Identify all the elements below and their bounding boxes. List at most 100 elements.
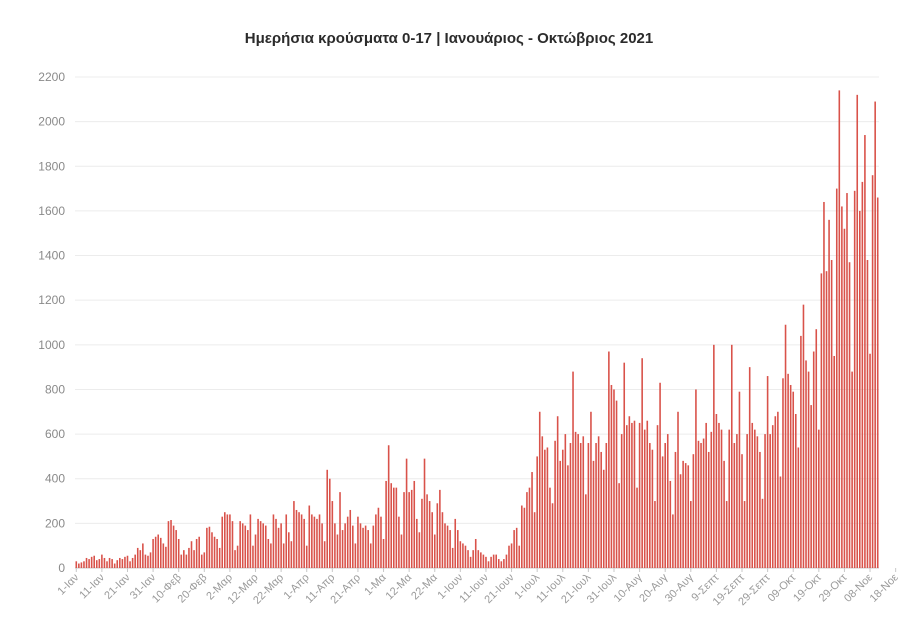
bar bbox=[252, 545, 254, 568]
bar bbox=[692, 454, 695, 568]
bar bbox=[144, 554, 147, 568]
bar bbox=[597, 436, 600, 568]
bar bbox=[270, 543, 272, 568]
bar bbox=[433, 534, 436, 568]
bar bbox=[126, 555, 129, 568]
bar bbox=[362, 527, 364, 568]
bar bbox=[459, 541, 462, 568]
bar bbox=[474, 538, 477, 568]
bar bbox=[592, 460, 595, 568]
bar bbox=[590, 411, 592, 568]
bar bbox=[526, 492, 528, 568]
bar bbox=[213, 536, 216, 568]
bar bbox=[457, 530, 459, 568]
bar bbox=[518, 545, 521, 568]
bar bbox=[718, 422, 720, 568]
bar bbox=[490, 556, 492, 568]
bar bbox=[823, 201, 825, 569]
bar bbox=[684, 463, 687, 568]
y-tick-label: 1200 bbox=[38, 293, 65, 307]
bar bbox=[226, 514, 229, 568]
bar bbox=[152, 538, 154, 568]
bar bbox=[825, 271, 828, 568]
bar bbox=[103, 557, 106, 568]
bar bbox=[777, 411, 779, 568]
bar bbox=[75, 561, 78, 568]
bar bbox=[764, 434, 766, 568]
bar bbox=[208, 526, 211, 568]
bar bbox=[288, 532, 290, 568]
bar bbox=[282, 543, 285, 568]
bar bbox=[106, 561, 108, 568]
bar bbox=[559, 460, 562, 568]
bar bbox=[101, 554, 103, 568]
bar bbox=[613, 389, 615, 568]
bar bbox=[567, 465, 569, 568]
bar bbox=[710, 431, 713, 568]
bar bbox=[754, 429, 756, 568]
bar bbox=[423, 458, 426, 568]
bar bbox=[149, 552, 152, 568]
bar bbox=[218, 547, 221, 568]
bar bbox=[500, 561, 503, 568]
bar bbox=[610, 384, 613, 568]
bar bbox=[503, 559, 505, 568]
bar bbox=[789, 384, 792, 568]
bar bbox=[267, 538, 270, 568]
bar bbox=[492, 554, 495, 568]
bar bbox=[134, 554, 136, 568]
bar bbox=[172, 525, 175, 568]
bar bbox=[331, 501, 334, 568]
bar bbox=[111, 559, 113, 568]
bar bbox=[285, 514, 288, 568]
bar bbox=[272, 514, 275, 568]
bar bbox=[677, 411, 679, 568]
bar bbox=[293, 501, 295, 568]
bar bbox=[224, 512, 226, 568]
bar bbox=[812, 351, 815, 568]
bar bbox=[779, 476, 782, 568]
bar bbox=[687, 465, 690, 568]
bar bbox=[216, 538, 218, 568]
bar bbox=[254, 534, 257, 568]
bar bbox=[736, 434, 738, 568]
bar bbox=[390, 483, 393, 568]
bar bbox=[577, 434, 579, 568]
bar bbox=[830, 260, 833, 568]
bar bbox=[477, 550, 480, 568]
bar bbox=[774, 416, 777, 568]
bar bbox=[421, 498, 423, 568]
bar bbox=[746, 434, 748, 568]
bar bbox=[142, 543, 144, 568]
bar bbox=[159, 537, 162, 568]
bar bbox=[690, 501, 692, 568]
bar bbox=[574, 431, 577, 568]
bar bbox=[405, 458, 408, 568]
bar bbox=[249, 514, 252, 568]
bar bbox=[116, 560, 119, 568]
y-tick-label: 600 bbox=[45, 427, 65, 441]
bar bbox=[413, 480, 416, 568]
bar bbox=[595, 443, 597, 568]
bar bbox=[375, 514, 377, 568]
bar bbox=[556, 416, 559, 568]
bar bbox=[190, 541, 193, 568]
bar bbox=[551, 503, 554, 568]
bar bbox=[352, 525, 354, 568]
bar bbox=[139, 550, 142, 568]
bar bbox=[295, 509, 298, 568]
bar bbox=[536, 456, 538, 568]
bar bbox=[643, 429, 646, 568]
bar bbox=[628, 416, 631, 568]
bar bbox=[641, 358, 643, 568]
bar bbox=[418, 532, 421, 568]
bar bbox=[165, 546, 167, 568]
bar bbox=[485, 556, 487, 568]
bar bbox=[341, 530, 344, 568]
bar bbox=[236, 545, 239, 568]
bar bbox=[874, 101, 876, 569]
bar bbox=[377, 507, 380, 568]
bar bbox=[797, 447, 800, 568]
bar bbox=[98, 559, 101, 568]
